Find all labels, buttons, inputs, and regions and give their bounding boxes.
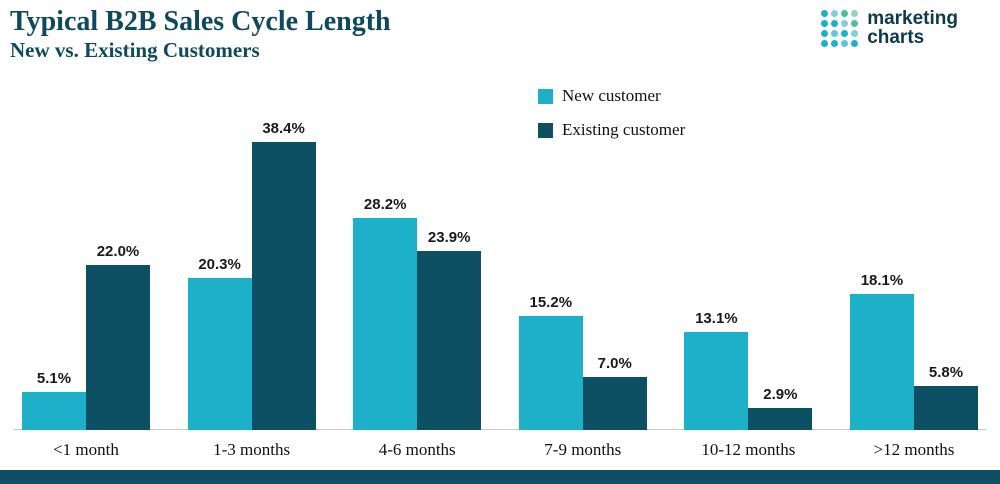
logo-dot xyxy=(841,30,849,37)
bar-wrap: 28.2% xyxy=(353,196,418,430)
bar-wrap: 2.9% xyxy=(748,386,813,430)
logo-dot xyxy=(841,40,849,47)
bar-group-5: 13.1% 2.9% 10-12 months xyxy=(684,310,813,470)
bar-wrap: 18.1% xyxy=(849,272,914,430)
chart-header: Typical B2B Sales Cycle Length New vs. E… xyxy=(10,6,391,63)
bar-pair: 13.1% 2.9% xyxy=(684,310,813,430)
category-label: 1-3 months xyxy=(213,440,291,459)
logo-dot xyxy=(831,10,839,17)
legend-item-new-customer: New customer xyxy=(538,86,685,106)
logo-dot xyxy=(821,20,829,27)
logo-text: marketing charts xyxy=(867,8,958,48)
bar-value-label: 28.2% xyxy=(363,196,407,213)
logo-dot xyxy=(851,20,859,27)
bar-chart: 5.1% 22.0% <1 month 20.3% 38.4% 1-3 months 28.… xyxy=(0,120,1000,470)
bar-pair: 5.1% 22.0% xyxy=(22,243,150,430)
logo-dot xyxy=(831,30,839,37)
bar-value-label: 18.1% xyxy=(860,272,904,289)
logo-dot xyxy=(831,20,839,27)
bar-group-2: 20.3% 38.4% 1-3 months xyxy=(187,120,316,470)
bar-wrap: 15.2% xyxy=(518,294,583,430)
bar-existing-customer xyxy=(86,265,150,430)
category-label: <1 month xyxy=(53,440,119,459)
bar-group-1: 5.1% 22.0% <1 month xyxy=(22,243,150,470)
bar-value-label: 13.1% xyxy=(695,310,738,327)
bar-new-customer xyxy=(187,278,252,430)
x-axis-line xyxy=(14,429,986,430)
bar-wrap: 5.1% xyxy=(22,370,86,430)
bar-value-label: 5.8% xyxy=(928,364,964,381)
logo-dots-icon xyxy=(821,10,859,47)
logo-dot xyxy=(821,40,829,47)
bar-wrap: 22.0% xyxy=(86,243,150,430)
bar-wrap: 20.3% xyxy=(187,256,252,430)
bar-existing-customer xyxy=(582,377,647,430)
legend-item-existing-customer: Existing customer xyxy=(538,120,685,140)
legend-swatch-new-customer xyxy=(538,88,553,104)
marketingcharts-logo: marketing charts xyxy=(821,8,958,48)
bar-value-label: 15.2% xyxy=(529,294,573,311)
chart-legend: New customer Existing customer xyxy=(538,86,685,154)
bar-value-label: 2.9% xyxy=(763,386,798,403)
category-label: 4-6 months xyxy=(378,440,456,459)
logo-dot xyxy=(851,10,859,17)
logo-dot xyxy=(841,20,849,27)
category-label: 10-12 months xyxy=(701,440,796,459)
bar-wrap: 5.8% xyxy=(913,364,978,430)
bar-new-customer xyxy=(518,316,583,430)
bar-value-label: 38.4% xyxy=(262,120,305,137)
legend-swatch-existing-customer xyxy=(538,122,553,138)
bar-pair: 20.3% 38.4% xyxy=(187,120,316,430)
bar-wrap: 23.9% xyxy=(417,229,482,430)
logo-dot xyxy=(841,10,849,17)
bar-new-customer xyxy=(684,332,749,430)
bar-new-customer xyxy=(22,392,86,430)
logo-dot xyxy=(851,30,859,37)
bar-existing-customer xyxy=(913,386,978,430)
footer-bar xyxy=(0,470,1000,484)
bar-value-label: 23.9% xyxy=(427,229,471,246)
bar-pair: 18.1% 5.8% xyxy=(849,272,978,430)
bar-existing-customer xyxy=(748,408,813,430)
bar-new-customer xyxy=(849,294,914,430)
bar-value-label: 5.1% xyxy=(36,370,72,387)
bar-existing-customer xyxy=(251,142,316,430)
bar-pair: 28.2% 23.9% xyxy=(353,196,482,430)
bar-existing-customer xyxy=(417,251,482,430)
chart-subtitle: New vs. Existing Customers xyxy=(10,38,260,63)
bar-group-3: 28.2% 23.9% 4-6 months xyxy=(353,196,482,470)
category-label: 7-9 months xyxy=(544,440,622,459)
bar-wrap: 38.4% xyxy=(251,120,316,430)
logo-text-line2: charts xyxy=(867,26,925,48)
logo-dot xyxy=(831,40,839,47)
logo-text-line1: marketing xyxy=(867,8,958,30)
logo-dot xyxy=(821,10,829,17)
bar-group-4: 15.2% 7.0% 7-9 months xyxy=(518,294,647,470)
bar-group-6: 18.1% 5.8% >12 months xyxy=(849,272,978,470)
bar-wrap: 13.1% xyxy=(684,310,749,430)
bar-pair: 15.2% 7.0% xyxy=(518,294,647,430)
bar-value-label: 22.0% xyxy=(96,243,140,260)
legend-label-new-customer: New customer xyxy=(562,86,661,105)
bar-wrap: 7.0% xyxy=(582,355,647,430)
logo-dot xyxy=(851,40,859,47)
category-label: >12 months xyxy=(873,440,955,459)
logo-dot xyxy=(821,30,829,37)
chart-title: Typical B2B Sales Cycle Length xyxy=(10,6,391,37)
legend-label-existing-customer: Existing customer xyxy=(562,120,686,139)
bar-value-label: 20.3% xyxy=(198,256,241,273)
bar-new-customer xyxy=(353,218,418,430)
plot-area: 5.1% 22.0% <1 month 20.3% 38.4% 1-3 months 28.… xyxy=(0,120,1000,470)
bar-value-label: 7.0% xyxy=(597,355,632,372)
